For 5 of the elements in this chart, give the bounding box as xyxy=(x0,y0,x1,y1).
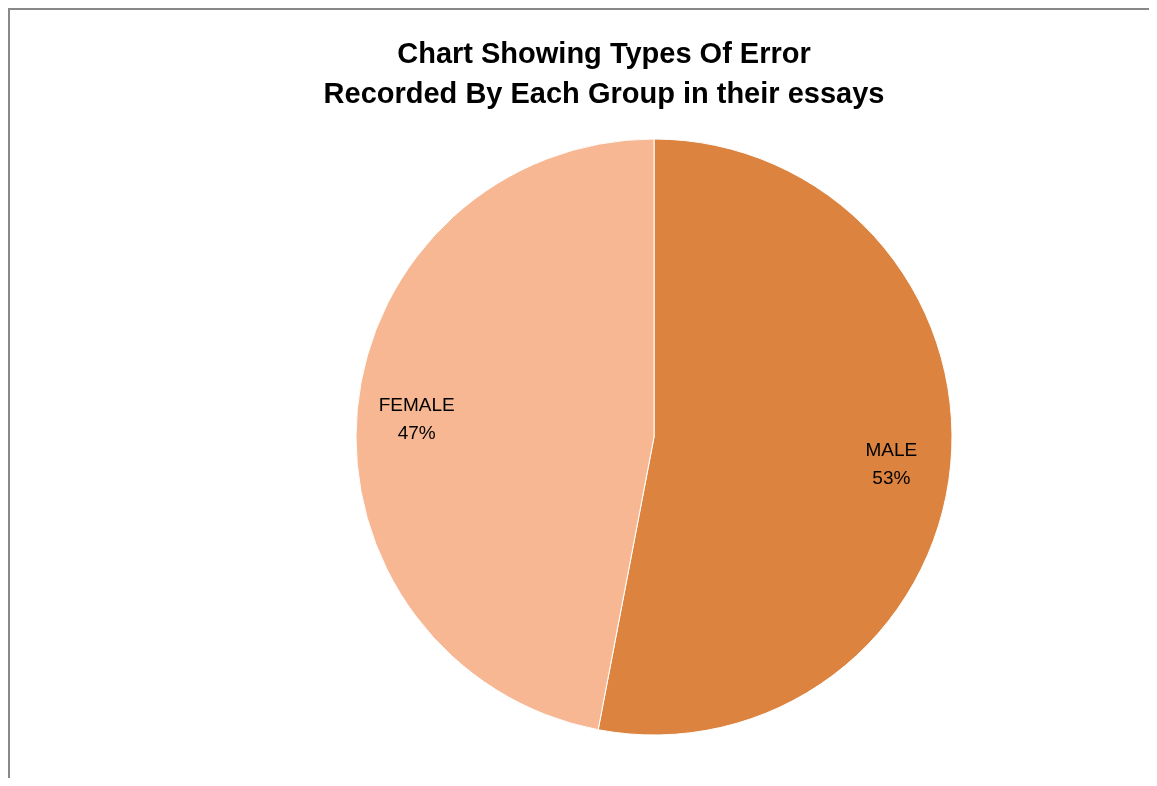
data-label: 47% xyxy=(397,422,436,444)
data-label: 53% xyxy=(872,467,911,489)
slice-label: MALE xyxy=(865,438,918,460)
slice-label: FEMALE xyxy=(378,393,455,415)
chart-title: Chart Showing Types Of Error Recorded By Each Group in their essays xyxy=(323,37,885,109)
